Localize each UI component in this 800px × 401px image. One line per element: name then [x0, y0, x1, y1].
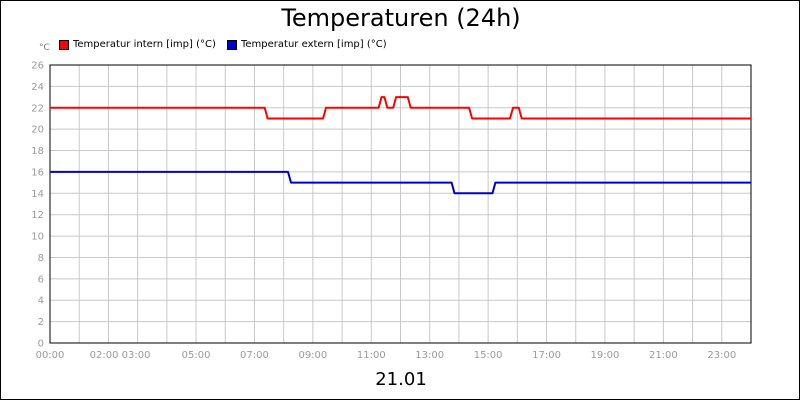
y-tick-label: 6 [38, 274, 44, 285]
y-tick-label: 24 [31, 82, 44, 93]
y-axis-unit: °C [39, 43, 50, 53]
x-tick-label: 07:00 [240, 350, 269, 361]
series-line-extern [50, 170, 751, 195]
y-tick-label: 8 [38, 253, 44, 264]
y-tick-label: 20 [31, 125, 44, 136]
plot-area-border [49, 64, 752, 344]
x-tick-label: 00:00 [36, 350, 65, 361]
x-tick-label: 15:00 [474, 350, 503, 361]
x-tick-label: 02:00 03:00 [90, 350, 151, 361]
legend-item-extern: Temperatur extern [imp] (°C) [227, 39, 387, 50]
y-tick-label: 10 [31, 232, 44, 243]
x-tick-label: 17:00 [532, 350, 561, 361]
date-label: 21.01 [375, 369, 427, 390]
chart-title: Temperaturen (24h) [281, 4, 521, 32]
legend-item-intern: Temperatur intern [imp] (°C) [59, 39, 216, 50]
x-tick-label: 23:00 [707, 350, 736, 361]
x-tick-label: 13:00 [415, 350, 444, 361]
legend-label-intern: Temperatur intern [imp] (°C) [73, 39, 216, 50]
y-tick-label: 16 [31, 167, 44, 178]
y-tick-label: 18 [31, 146, 44, 157]
y-tick-label: 0 [38, 339, 44, 350]
x-tick-label: 05:00 [182, 350, 211, 361]
x-tick-label: 19:00 [591, 350, 620, 361]
y-tick-label: 12 [31, 210, 44, 221]
y-tick-label: 4 [38, 296, 44, 307]
y-tick-label: 2 [38, 317, 44, 328]
y-tick-label: 22 [31, 103, 44, 114]
legend-swatch-intern [59, 39, 69, 50]
y-tick-label: 26 [31, 61, 44, 72]
legend-label-extern: Temperatur extern [imp] (°C) [241, 39, 387, 50]
x-tick-label: 11:00 [357, 350, 386, 361]
x-tick-label: 09:00 [298, 350, 327, 361]
y-tick-label: 14 [31, 189, 44, 200]
series-line-intern [50, 96, 751, 120]
legend-swatch-extern [227, 39, 237, 50]
x-tick-label: 21:00 [649, 350, 678, 361]
